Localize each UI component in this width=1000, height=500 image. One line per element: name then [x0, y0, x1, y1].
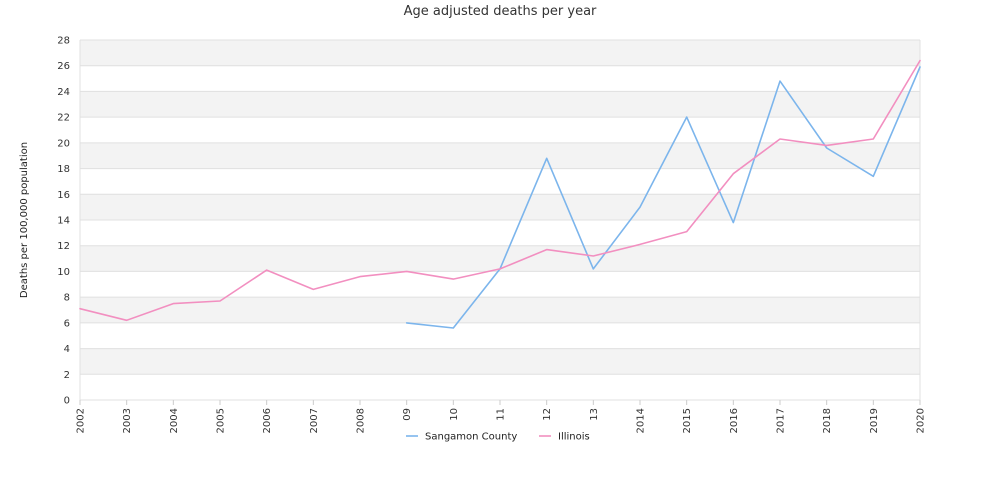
y-tick-label: 4 [64, 344, 70, 355]
x-tick-label: 11 [496, 408, 507, 421]
y-tick-label: 26 [57, 61, 70, 72]
plot-band [80, 142, 920, 169]
x-tick-label: 2002 [76, 408, 87, 433]
x-tick-label: 10 [449, 408, 460, 421]
x-tick-label: 2019 [869, 408, 880, 433]
x-tick-label: 2007 [309, 408, 320, 433]
y-tick-label: 2 [64, 370, 70, 381]
x-tick-label: 2016 [729, 408, 740, 433]
x-tick-label: 2015 [682, 408, 693, 433]
x-tick-label: 2018 [822, 408, 833, 433]
series-line-sangamon-county [405, 66, 921, 329]
y-tick-label: 22 [57, 113, 70, 124]
x-axis-ticks: 2002 2003 2004 2005 2006 2007 2008 09 10 11 12 13 20… [76, 400, 927, 433]
x-tick-label: 2020 [916, 408, 927, 433]
plot-band [80, 348, 920, 375]
y-tick-label: 10 [57, 267, 70, 278]
x-tick-label: 2003 [122, 408, 133, 433]
plot-band [80, 65, 920, 92]
plot-band [80, 40, 920, 66]
y-tick-label: 18 [57, 164, 70, 175]
plot-band [80, 91, 920, 118]
plot-band [80, 374, 920, 400]
y-tick-label: 24 [57, 87, 70, 98]
x-tick-label: 2005 [216, 408, 227, 433]
x-tick-label: 12 [542, 408, 553, 421]
plot-bands [80, 40, 920, 400]
legend-label-sangamon-county[interactable]: Sangamon County [425, 432, 517, 443]
x-tick-label: 2017 [776, 408, 787, 433]
gridlines [79, 39, 921, 401]
plot-band [80, 322, 920, 349]
chart-title: Age adjusted deaths per year [404, 4, 597, 19]
x-tick-label: 2004 [169, 408, 180, 433]
plot-band [80, 271, 920, 298]
y-tick-label: 0 [64, 396, 70, 407]
x-tick-label: 2006 [262, 408, 273, 433]
y-tick-label: 12 [57, 241, 70, 252]
legend-label-illinois[interactable]: Illinois [558, 432, 590, 443]
y-tick-label: 20 [57, 138, 70, 149]
series-line-illinois [79, 59, 921, 322]
y-tick-label: 16 [57, 190, 70, 201]
y-tick-label: 6 [64, 318, 70, 329]
x-tick-label: 13 [589, 408, 600, 421]
y-tick-label: 8 [64, 293, 70, 304]
plot-band [80, 194, 920, 220]
x-tick-label: 2008 [356, 408, 367, 433]
series-layer [79, 59, 921, 329]
x-tick-label: 2014 [636, 408, 647, 433]
y-tick-label: 14 [57, 216, 70, 227]
plot-band [80, 220, 920, 246]
plot-band [80, 117, 920, 143]
y-axis-label: Deaths per 100,000 population [19, 142, 30, 298]
x-tick-label: 09 [402, 408, 413, 421]
plot-band [80, 168, 920, 195]
legend: Sangamon County Illinois [406, 432, 590, 443]
y-tick-label: 28 [57, 36, 70, 47]
